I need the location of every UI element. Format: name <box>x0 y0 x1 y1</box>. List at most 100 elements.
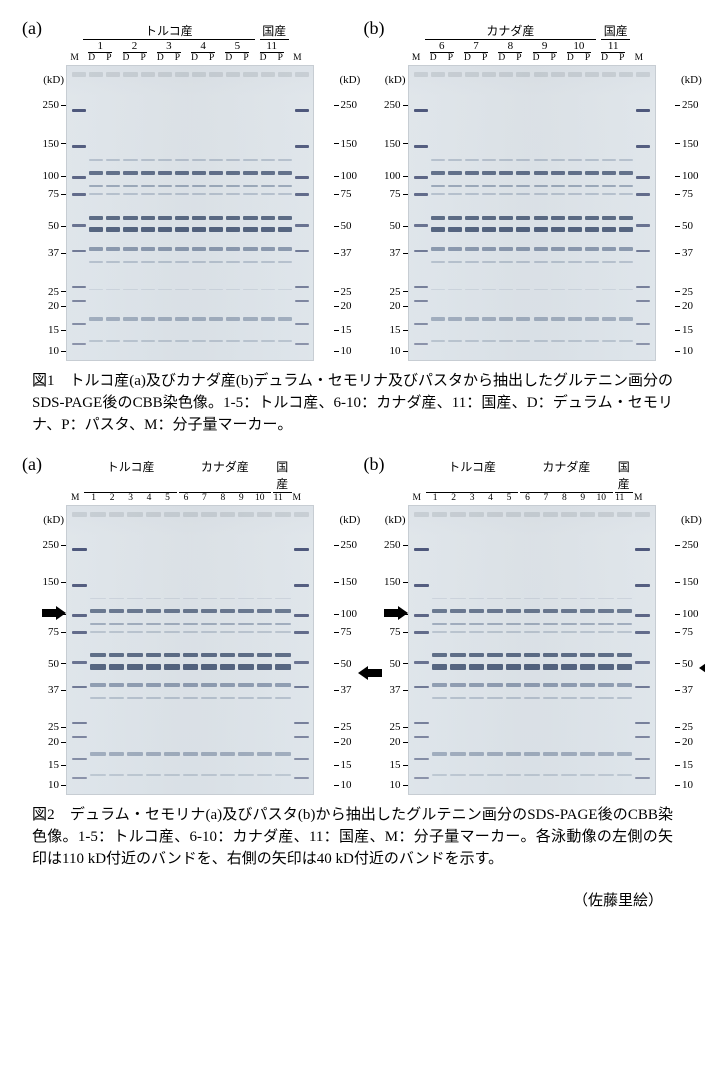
lane-labels-row: M1234567891011M <box>408 493 684 503</box>
gel-wrap: (kD)25015010075503725201510(kD)250150100… <box>364 505 684 795</box>
axis-right: (kD)25015010075503725201510 <box>681 65 705 361</box>
lane-label: D <box>83 53 100 63</box>
origin-row: トルコ産カナダ産国産 <box>66 458 342 493</box>
gel-lane-marker <box>413 512 430 788</box>
origin-group: 国産 <box>615 458 633 493</box>
gel-lane-sample <box>468 512 485 788</box>
gel-image <box>66 505 314 795</box>
gel-wrap: (kD)25015010075503725201510(kD)250150100… <box>22 65 342 361</box>
origin-main: カナダ産 <box>425 22 596 40</box>
origin-group: 国産 <box>273 458 291 493</box>
gel-lane-sample <box>126 512 143 788</box>
lane-label: 3 <box>463 493 481 503</box>
lane-label: M <box>630 53 647 63</box>
gel-lane-sample <box>618 72 634 354</box>
lane-label: P <box>100 53 117 63</box>
lane-label: 10 <box>592 493 610 503</box>
lane-label: 2 <box>103 493 121 503</box>
origin-row: トルコ産カナダ産国産 <box>408 458 684 493</box>
figure2-panel-a: (a) トルコ産カナダ産国産M1234567891011M (kD)25015010… <box>22 454 342 795</box>
gel-lane-sample <box>163 512 180 788</box>
lane-labels-row: M1234567891011M <box>66 493 342 503</box>
gel-lane-sample <box>182 512 199 788</box>
gel-lane-marker <box>71 512 88 788</box>
sample-number: 8 <box>493 40 527 53</box>
gel-image <box>408 65 656 361</box>
gel-lane-sample <box>105 72 121 354</box>
gel-lane-sample <box>108 512 125 788</box>
gel-wrap: (kD)25015010075503725201510(kD)250150100… <box>22 505 342 795</box>
gel-lane-marker <box>635 72 651 354</box>
gel-lane-sample <box>174 72 190 354</box>
axis-right: (kD)25015010075503725201510 <box>681 505 705 795</box>
panel-tag: (a) <box>22 454 42 475</box>
gel-lane-sample <box>200 512 217 788</box>
gel-image <box>408 505 656 795</box>
lane-label: 6 <box>177 493 195 503</box>
sample-number: 5 <box>220 40 254 53</box>
gel-lane-sample <box>505 512 522 788</box>
gel-lane-sample <box>616 512 633 788</box>
gel-lane-sample <box>447 72 463 354</box>
origin-main: トルコ産 <box>83 22 254 40</box>
gel-lane-sample <box>242 72 258 354</box>
lane-label: D <box>493 53 510 63</box>
lane-label: P <box>135 53 152 63</box>
gel-lane-sample <box>256 512 273 788</box>
lane-label: P <box>545 53 562 63</box>
lane-label: D <box>596 53 613 63</box>
gel-lane-sample <box>191 72 207 354</box>
lane-label: D <box>459 53 476 63</box>
gel-lane-sample <box>237 512 254 788</box>
lane-label: 2 <box>444 493 462 503</box>
gel-lane-sample <box>481 72 497 354</box>
sample-number: 1 <box>83 40 117 53</box>
lane-label: 6 <box>518 493 536 503</box>
lane-label: P <box>579 53 596 63</box>
lane-label: 9 <box>574 493 592 503</box>
gel-lane-sample <box>601 72 617 354</box>
lane-label: 7 <box>537 493 555 503</box>
gel-lane-sample <box>277 72 293 354</box>
figure2-row: (a)トルコ産カナダ産国産M1234567891011M(kD)25015010… <box>22 454 683 795</box>
gel-lane-sample <box>225 72 241 354</box>
origin-group: トルコ産 <box>84 458 176 493</box>
gel-wrap: (kD)25015010075503725201510(kD)250150100… <box>364 65 684 361</box>
gel-lane-marker <box>634 512 651 788</box>
lane-label: M <box>287 493 305 503</box>
lane-label: 8 <box>214 493 232 503</box>
sample-number: 2 <box>117 40 151 53</box>
gel-lane-sample <box>567 72 583 354</box>
gel-lane-sample <box>140 72 156 354</box>
gel-lane-sample <box>498 72 514 354</box>
gel-lane-sample <box>260 72 276 354</box>
lane-label: D <box>425 53 442 63</box>
sample-number: 11 <box>255 40 289 53</box>
gel-lane-marker <box>294 72 310 354</box>
gel-lane-marker <box>293 512 310 788</box>
sample-row: 1234511 <box>66 40 342 53</box>
figure1-caption: 図1 トルコ産(a)及びカナダ産(b)デュラム・セモリナ及びパスタから抽出したグ… <box>32 371 673 436</box>
origin-group: トルコ産 <box>426 458 518 493</box>
lane-label: D <box>220 53 237 63</box>
gel-lane-sample <box>486 512 503 788</box>
gel-lane-sample <box>208 72 224 354</box>
gel-lane-sample <box>157 72 173 354</box>
lane-labels-row: MDPDPDPDPDPDPM <box>408 53 684 63</box>
lane-label: P <box>237 53 254 63</box>
gel-lane-sample <box>431 512 448 788</box>
lane-label: 1 <box>426 493 444 503</box>
gel-lane-sample <box>515 72 531 354</box>
lane-label: P <box>510 53 527 63</box>
lane-label: M <box>289 53 306 63</box>
sample-number: 10 <box>562 40 596 53</box>
lane-label: 3 <box>121 493 139 503</box>
gel-lane-sample <box>464 72 480 354</box>
lane-label: M <box>66 493 84 503</box>
lane-label: D <box>562 53 579 63</box>
origin-row: トルコ産国産 <box>66 22 342 40</box>
lane-label: P <box>613 53 630 63</box>
sample-number: 6 <box>425 40 459 53</box>
lane-label: D <box>152 53 169 63</box>
gel-lane-sample <box>89 512 106 788</box>
